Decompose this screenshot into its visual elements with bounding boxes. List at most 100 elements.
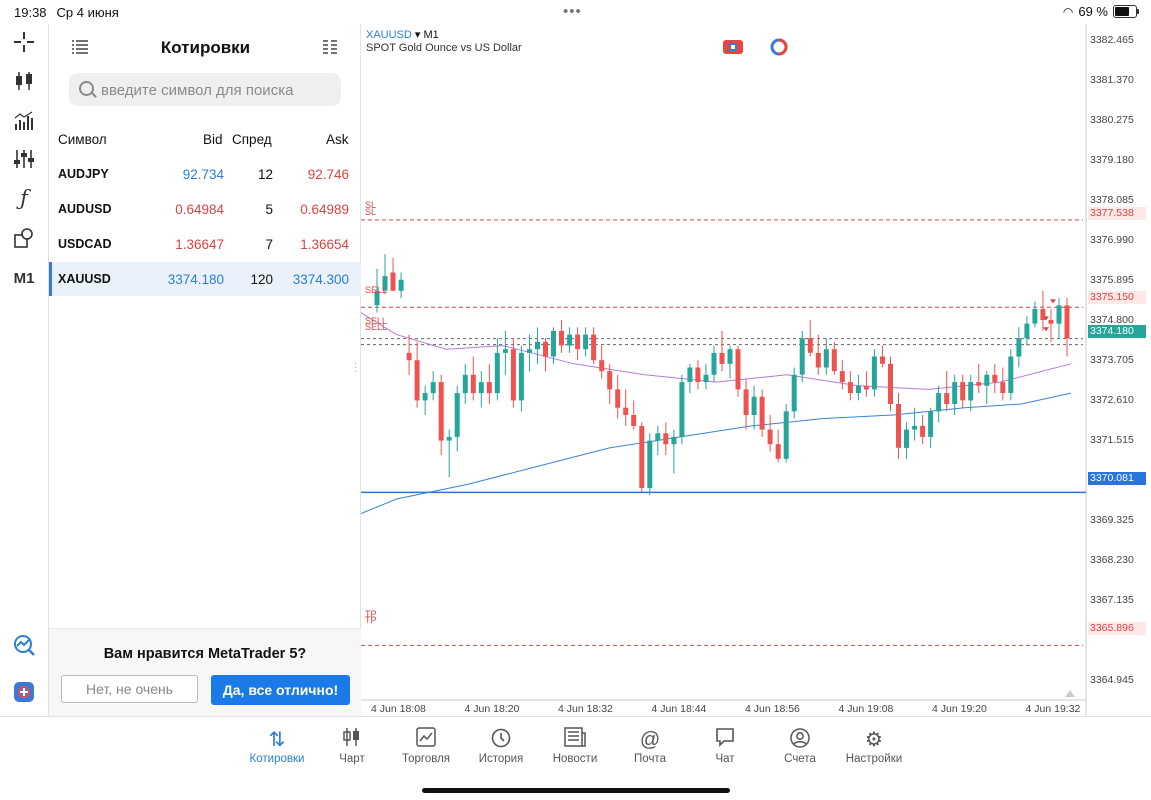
tp-tag: TP	[365, 615, 377, 625]
candle	[414, 360, 420, 401]
search-input[interactable]	[99, 73, 333, 108]
sl-tag: SL	[365, 207, 377, 217]
column-header-spread[interactable]: Спред	[232, 132, 272, 147]
search-icon	[79, 81, 94, 96]
table-row[interactable]: AUDUSD 0.64984 5 0.64989	[49, 192, 361, 226]
page-title: Котировки	[160, 38, 251, 57]
tab-chat[interactable]: Чат	[685, 727, 765, 765]
candle	[430, 382, 436, 394]
sell-tag: SELL	[365, 316, 388, 326]
tab-settings[interactable]: ⚙ Настройки	[834, 727, 914, 765]
settings-sliders-icon[interactable]	[10, 145, 38, 173]
candle	[695, 367, 701, 383]
sl-tag: SL	[365, 200, 377, 210]
metatrader-app-icon[interactable]	[10, 678, 38, 706]
candle	[815, 352, 821, 368]
candle	[847, 382, 853, 394]
tab-news[interactable]: Новости	[535, 727, 615, 765]
time-tick-label: 4 Jun 19:20	[932, 703, 987, 715]
candle	[679, 382, 685, 437]
table-row[interactable]: AUDJPY 92.734 12 92.746	[49, 157, 361, 191]
candle	[799, 338, 805, 375]
price-tick-label: 3373.705	[1090, 353, 1134, 366]
candle	[1008, 356, 1014, 393]
candle	[374, 290, 380, 306]
one-click-trading-icon[interactable]	[723, 40, 743, 59]
candle	[671, 436, 677, 445]
chart-description: SPOT Gold Ounce vs US Dollar	[366, 42, 522, 54]
row-spread: 7	[265, 237, 273, 252]
bid-price-badge: 3374.180	[1088, 325, 1146, 338]
candle	[743, 389, 749, 415]
status-bar: 19:38 Ср 4 июня ••• ◠ 69 %	[0, 0, 1151, 24]
candle	[510, 349, 516, 401]
price-tick-label: 3378.085	[1090, 193, 1134, 206]
splitter-handle[interactable]: · · ·	[354, 358, 358, 377]
scroll-end-icon[interactable]	[1065, 690, 1075, 697]
row-symbol: XAUUSD	[58, 272, 111, 286]
tab-label: Почта	[634, 753, 666, 765]
price-tick-label: 3367.135	[1090, 594, 1134, 607]
list-view-icon[interactable]	[72, 40, 88, 59]
indicators-icon[interactable]	[10, 107, 38, 135]
trading-signals-icon[interactable]	[10, 631, 38, 659]
candle	[1056, 305, 1062, 324]
candle	[663, 433, 669, 445]
tab-label: Настройки	[845, 753, 903, 765]
tab-accounts[interactable]: Счета	[760, 727, 840, 765]
tab-label: История	[478, 753, 524, 765]
depth-of-market-icon[interactable]	[769, 38, 789, 61]
tab-mail[interactable]: @ Почта	[610, 727, 690, 765]
time-tick-label: 4 Jun 19:08	[838, 703, 894, 715]
price-tick-label: 3375.895	[1090, 273, 1134, 286]
candle	[446, 436, 452, 441]
candle	[823, 349, 829, 368]
candle	[1000, 382, 1006, 394]
time-tick-label: 4 Jun 18:56	[745, 703, 800, 715]
tab-quotes[interactable]: ⇅ Котировки	[237, 727, 317, 765]
price-chart[interactable]	[361, 24, 1151, 716]
hline-price-badge: 3370.081	[1088, 472, 1146, 485]
candle	[647, 440, 653, 489]
candle	[1048, 320, 1054, 324]
candles-icon[interactable]	[10, 67, 38, 95]
sell-tag: SELL	[365, 285, 388, 295]
tab-chart[interactable]: Чарт	[312, 727, 392, 765]
status-time: 19:38	[14, 5, 47, 20]
row-bid: 3374.180	[167, 272, 224, 287]
chart-area[interactable]: XAUUSD ▾ M1 SPOT Gold Ounce vs US Dollar…	[361, 24, 1151, 716]
tab-trade[interactable]: Торговля	[386, 727, 466, 765]
detailed-view-icon[interactable]	[323, 40, 337, 59]
candle	[518, 352, 524, 401]
candle	[855, 385, 861, 394]
candle	[783, 411, 789, 459]
time-tick-label: 4 Jun 18:44	[651, 703, 707, 715]
price-tick-label: 3376.990	[1090, 233, 1134, 246]
timeframe-button[interactable]: M1	[13, 269, 35, 287]
rating-yes-button[interactable]: Да, все отлично!	[211, 675, 350, 705]
candle	[591, 334, 597, 361]
function-icon[interactable]: ƒ	[20, 186, 28, 210]
chat-icon	[685, 727, 765, 753]
rating-no-button[interactable]: Нет, не очень	[61, 675, 198, 703]
row-bid: 1.36647	[175, 237, 224, 252]
column-header-ask[interactable]: Ask	[326, 132, 349, 147]
table-row-selected[interactable]: XAUUSD 3374.180 120 3374.300	[49, 262, 361, 296]
wifi-icon: ◠	[1062, 4, 1074, 19]
tab-history[interactable]: История	[461, 727, 541, 765]
candle	[438, 382, 444, 441]
row-spread: 5	[265, 202, 273, 217]
crosshair-icon[interactable]	[10, 28, 38, 56]
multitask-dots-icon[interactable]: •••	[563, 3, 582, 20]
candle	[831, 349, 837, 372]
objects-icon[interactable]	[10, 224, 38, 252]
home-indicator	[422, 788, 730, 793]
candle	[735, 349, 741, 390]
tab-label: Котировки	[249, 753, 305, 765]
column-header-bid[interactable]: Bid	[203, 132, 223, 147]
column-header-symbol[interactable]: Символ	[58, 132, 107, 147]
row-ask: 0.64989	[300, 202, 349, 217]
table-row[interactable]: USDCAD 1.36647 7 1.36654	[49, 227, 361, 261]
candle	[703, 374, 709, 383]
candle	[462, 374, 468, 394]
